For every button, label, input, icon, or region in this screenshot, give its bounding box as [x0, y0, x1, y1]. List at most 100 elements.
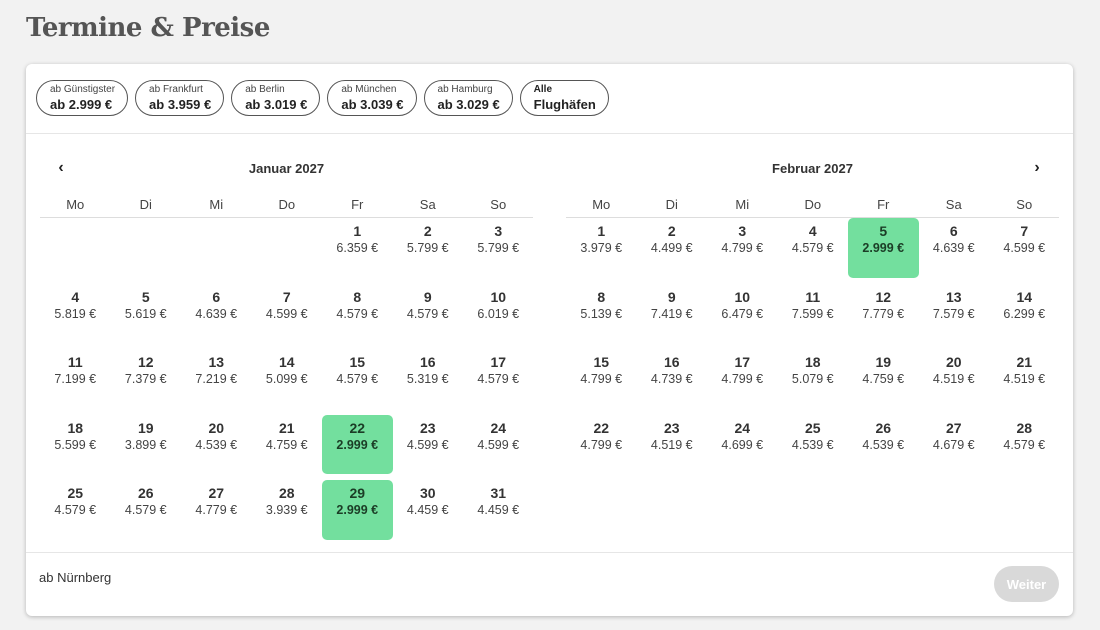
weekday-label: Mi	[209, 197, 224, 212]
day-cell[interactable]: 17 4.799 €	[707, 349, 778, 415]
day-cell[interactable]: 20 4.519 €	[919, 349, 990, 415]
day-cell[interactable]: 15 4.799 €	[566, 349, 637, 415]
day-cell[interactable]: 11 7.199 €	[40, 349, 111, 415]
chip-label: ab Hamburg	[437, 84, 493, 95]
day-cell[interactable]: 12 7.379 €	[111, 349, 182, 415]
day-price: 4.579 €	[406, 306, 449, 321]
day-number: 14	[1016, 288, 1033, 305]
day-number: 19	[875, 354, 892, 370]
day-cell[interactable]: 10 6.479 €	[707, 284, 778, 350]
day-cell[interactable]: 9 7.419 €	[637, 284, 708, 350]
day-cell[interactable]: 31 4.459 €	[463, 480, 534, 546]
day-cell[interactable]: 24 4.699 €	[707, 415, 778, 481]
day-number: 4	[71, 288, 80, 305]
day-cell[interactable]: 18 5.079 €	[778, 349, 849, 415]
day-cell[interactable]: 19 3.899 €	[111, 415, 182, 481]
day-cell-best-price[interactable]: 29 2.999 €	[322, 480, 393, 540]
day-price: 4.539 €	[791, 437, 834, 452]
day-cell-best-price[interactable]: 22 2.999 €	[322, 414, 393, 474]
day-price: 2.999 €	[862, 241, 905, 255]
day-price: 4.579 €	[791, 241, 834, 255]
airport-chip-all[interactable]: Alle Flughäfen	[519, 80, 609, 116]
day-cell[interactable]: 13 7.219 €	[181, 349, 252, 415]
day-cell[interactable]: 4 5.819 €	[40, 284, 111, 350]
day-cell[interactable]: 16 4.739 €	[637, 349, 708, 415]
day-cell[interactable]: 2 4.499 €	[637, 218, 708, 284]
day-cell[interactable]: 4 4.579 €	[778, 218, 849, 284]
day-cell[interactable]: 10 6.019 €	[463, 284, 534, 350]
day-number: 1	[353, 223, 362, 239]
day-cell[interactable]: 8 5.139 €	[566, 284, 637, 350]
day-cell[interactable]: 27 4.779 €	[181, 480, 252, 546]
airport-chip-cheapest[interactable]: ab Günstigster ab 2.999 €	[36, 80, 129, 116]
day-number: 13	[945, 288, 962, 305]
day-cell[interactable]: 8 4.579 €	[322, 284, 393, 350]
day-cell[interactable]: 21 4.759 €	[252, 415, 323, 481]
day-cell[interactable]: 2 5.799 €	[393, 218, 464, 284]
day-cell[interactable]: 27 4.679 €	[919, 415, 990, 481]
day-number: 5	[141, 288, 150, 305]
day-price: 4.579 €	[1003, 437, 1046, 452]
day-number: 7	[282, 288, 291, 305]
day-cell[interactable]: 28 4.579 €	[989, 415, 1060, 481]
day-cell[interactable]: 6 4.639 €	[181, 284, 252, 350]
day-cell[interactable]: 1 6.359 €	[322, 218, 393, 284]
day-cell[interactable]: 3 5.799 €	[463, 218, 534, 284]
day-number: 9	[667, 288, 676, 305]
airport-chip-muenchen[interactable]: ab München ab 3.039 €	[327, 80, 417, 116]
day-cell[interactable]: 24 4.599 €	[463, 415, 534, 481]
chip-label: ab Frankfurt	[149, 84, 203, 95]
day-cell[interactable]: 15 4.579 €	[322, 349, 393, 415]
day-cell[interactable]: 12 7.779 €	[848, 284, 919, 350]
day-cell[interactable]: 23 4.519 €	[637, 415, 708, 481]
day-cell[interactable]: 28 3.939 €	[252, 480, 323, 546]
day-number: 8	[353, 288, 362, 305]
day-price: 4.599 €	[1003, 241, 1046, 255]
day-cell[interactable]: 23 4.599 €	[393, 415, 464, 481]
day-price: 6.299 €	[1003, 306, 1046, 321]
day-number: 30	[419, 485, 436, 501]
next-button[interactable]: Weiter	[994, 566, 1059, 602]
day-empty	[111, 218, 182, 284]
day-cell[interactable]: 19 4.759 €	[848, 349, 919, 415]
day-cell[interactable]: 22 4.799 €	[566, 415, 637, 481]
airport-chip-berlin[interactable]: ab Berlin ab 3.019 €	[231, 80, 321, 116]
chevron-left-icon[interactable]: ‹	[58, 159, 64, 176]
day-number: 15	[593, 354, 610, 370]
weekday-label: Fr	[877, 197, 890, 212]
divider	[566, 217, 1059, 218]
chevron-right-icon[interactable]: ›	[1034, 159, 1040, 176]
day-cell[interactable]: 14 5.099 €	[252, 349, 323, 415]
day-cell[interactable]: 3 4.799 €	[707, 218, 778, 284]
airport-chip-frankfurt[interactable]: ab Frankfurt ab 3.959 €	[135, 80, 225, 116]
day-cell[interactable]: 1 3.979 €	[566, 218, 637, 284]
day-cell[interactable]: 13 7.579 €	[919, 284, 990, 350]
day-cell[interactable]: 5 5.619 €	[111, 284, 182, 350]
day-cell[interactable]: 7 4.599 €	[252, 284, 323, 350]
day-cell[interactable]: 26 4.539 €	[848, 415, 919, 481]
day-cell[interactable]: 25 4.539 €	[778, 415, 849, 481]
airport-chip-hamburg[interactable]: ab Hamburg ab 3.029 €	[423, 80, 513, 116]
day-cell[interactable]: 6 4.639 €	[919, 218, 990, 284]
day-cell-best-price[interactable]: 5 2.999 €	[848, 218, 919, 278]
day-price: 4.759 €	[862, 372, 905, 386]
day-number: 9	[423, 288, 432, 305]
day-price: 7.379 €	[124, 372, 167, 386]
day-cell[interactable]: 11 7.599 €	[778, 284, 849, 350]
day-cell[interactable]: 7 4.599 €	[989, 218, 1060, 284]
day-cell[interactable]: 26 4.579 €	[111, 480, 182, 546]
page-title: Termine & Preise	[26, 13, 270, 43]
day-number: 7	[1020, 223, 1029, 239]
day-cell[interactable]: 20 4.539 €	[181, 415, 252, 481]
day-cell[interactable]: 18 5.599 €	[40, 415, 111, 481]
day-cell[interactable]: 30 4.459 €	[393, 480, 464, 546]
day-price: 3.979 €	[580, 241, 623, 255]
day-cell[interactable]: 17 4.579 €	[463, 349, 534, 415]
month-title: Januar 2027	[248, 161, 325, 176]
day-cell[interactable]: 14 6.299 €	[989, 284, 1060, 350]
day-cell[interactable]: 16 5.319 €	[393, 349, 464, 415]
day-number: 10	[490, 288, 507, 305]
day-cell[interactable]: 25 4.579 €	[40, 480, 111, 546]
day-cell[interactable]: 9 4.579 €	[393, 284, 464, 350]
day-cell[interactable]: 21 4.519 €	[989, 349, 1060, 415]
